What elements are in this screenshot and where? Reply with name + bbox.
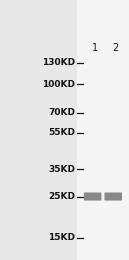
Text: 55KD: 55KD bbox=[49, 128, 75, 137]
Text: 15KD: 15KD bbox=[49, 233, 75, 243]
Text: 35KD: 35KD bbox=[49, 165, 75, 174]
Bar bbox=[77, 0, 129, 260]
Text: 130KD: 130KD bbox=[42, 58, 75, 67]
Text: 25KD: 25KD bbox=[49, 192, 75, 201]
FancyBboxPatch shape bbox=[84, 192, 101, 200]
Text: 1: 1 bbox=[92, 43, 98, 53]
FancyBboxPatch shape bbox=[104, 192, 122, 200]
Text: 100KD: 100KD bbox=[42, 80, 75, 88]
Text: 70KD: 70KD bbox=[49, 108, 75, 118]
Text: 2: 2 bbox=[112, 43, 119, 53]
